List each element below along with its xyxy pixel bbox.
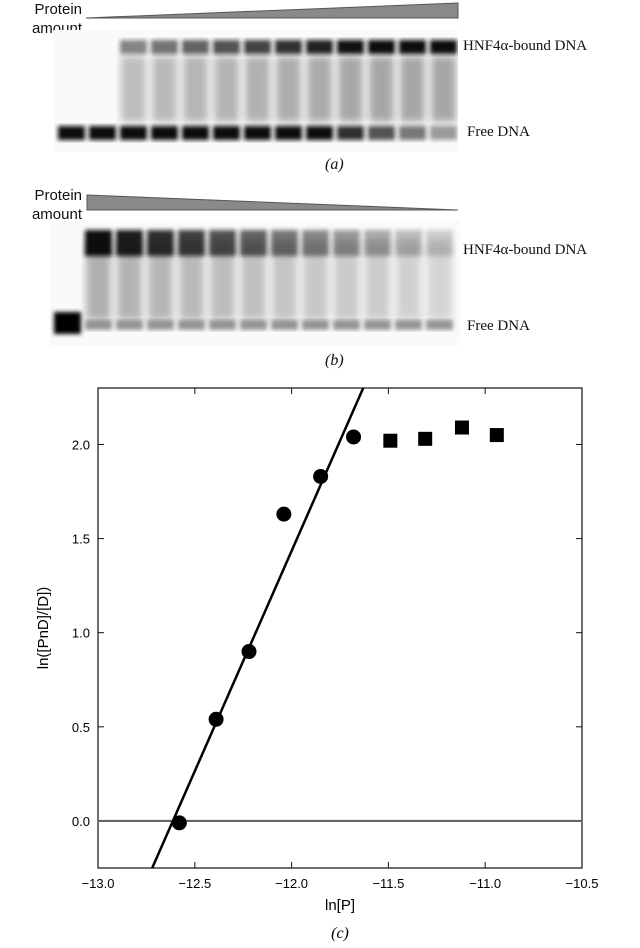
gel-lane: [368, 40, 395, 140]
y-axis-ticks: 0.0 0.5 1.0 1.5 2.0: [72, 437, 582, 829]
x-tick-label: −13.0: [82, 876, 115, 891]
data-point-circle: [276, 506, 292, 522]
gel-image-a: [54, 30, 458, 152]
y-tick-label: 0.5: [72, 720, 90, 735]
gel-lane: [302, 230, 329, 330]
x-tick-label: −12.5: [178, 876, 211, 891]
gel-lane: [85, 230, 112, 330]
gel-lane: [213, 40, 240, 140]
gel-lane: [151, 40, 178, 140]
x-tick-label: −10.5: [566, 876, 599, 891]
gel-lane: [430, 40, 457, 140]
gel-lane: [116, 230, 143, 330]
gel-lane: [120, 40, 147, 140]
gel-lane: [306, 40, 333, 140]
data-point-circle: [171, 815, 187, 831]
protein-gradient-triangle-b: [86, 194, 459, 211]
gel-lane: [333, 230, 360, 330]
gel-lane: [58, 126, 85, 140]
linear-fit-line: [151, 387, 365, 869]
bound-dna-label-b: HNF4α-bound DNA: [463, 242, 588, 258]
data-point-square: [454, 420, 469, 435]
x-tick-label: −11.0: [469, 876, 501, 891]
gel-lane: [54, 312, 81, 334]
gel-lane: [271, 230, 298, 330]
data-point-circle: [208, 711, 224, 727]
free-dna-label-a: Free DNA: [467, 124, 530, 140]
gel-lane: [89, 126, 116, 140]
caption-a: (a): [325, 156, 344, 173]
bound-dna-label-a: HNF4α-bound DNA: [463, 38, 588, 54]
protein-amount-label-b: Protein amount: [31, 187, 82, 223]
y-axis-label: ln([PnD]/[D]): [35, 587, 52, 670]
gel-lane: [399, 40, 426, 140]
gel-lane: [364, 230, 391, 330]
gel-lane: [395, 230, 422, 330]
data-point-circle: [313, 468, 329, 484]
gel-lane: [240, 230, 267, 330]
free-dna-label-b: Free DNA: [467, 318, 530, 334]
gel-image-b: [50, 220, 460, 346]
x-tick-label: −11.5: [372, 876, 404, 891]
gel-lane: [337, 40, 364, 140]
caption-b: (b): [325, 352, 344, 369]
data-point-square: [489, 428, 504, 443]
data-point-circle: [241, 644, 257, 660]
x-tick-label: −12.0: [275, 876, 308, 891]
gel-lane: [275, 40, 302, 140]
data-point-square: [383, 433, 398, 448]
gel-lane: [182, 40, 209, 140]
binding-chart: −13.0 −12.5 −12.0 −11.5 −11.0 −10.5 0.0 0.5 1.0…: [35, 387, 599, 942]
data-point-square: [418, 431, 433, 446]
data-point-circle: [346, 429, 362, 445]
gel-lane: [178, 230, 205, 330]
caption-c: (c): [331, 925, 349, 942]
plot-frame: [97, 387, 583, 869]
y-tick-label: 1.0: [72, 626, 90, 641]
gel-lane: [209, 230, 236, 330]
x-axis-label: ln[P]: [325, 897, 355, 914]
gel-lane: [426, 230, 453, 330]
y-tick-label: 2.0: [72, 437, 90, 452]
gel-lane: [244, 40, 271, 140]
protein-gradient-triangle-a: [86, 2, 459, 19]
y-tick-label: 0.0: [72, 814, 90, 829]
y-tick-label: 1.5: [72, 532, 90, 547]
x-axis-ticks: −13.0 −12.5 −12.0 −11.5 −11.0 −10.5: [82, 388, 599, 891]
gel-lane: [147, 230, 174, 330]
data-points: [171, 420, 504, 831]
